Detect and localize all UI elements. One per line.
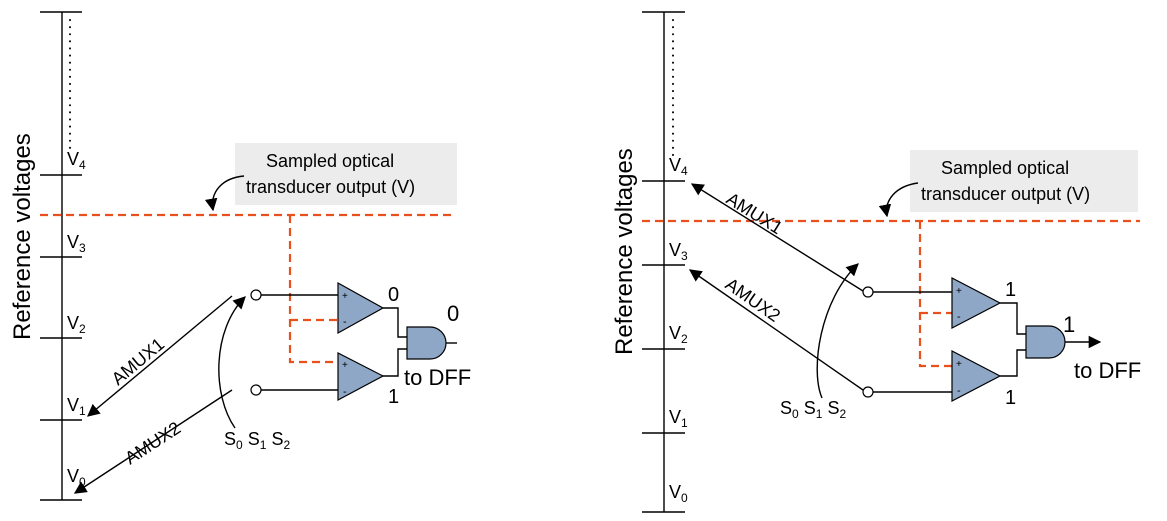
left-comp-bottom-plus: +	[342, 360, 348, 371]
right-gate-output-value: 1	[1063, 312, 1075, 337]
left-callout-line2: transducer output (V)	[246, 177, 415, 197]
left-signal-to-bottom-comp	[288, 215, 338, 364]
right-amux2-arrow	[688, 269, 864, 391]
left-switch-bottom	[250, 384, 262, 396]
left-select-arrow	[218, 296, 246, 429]
left-switch-top	[250, 289, 262, 301]
right-select-arrow	[816, 263, 859, 399]
right-select-labels: S0 S1 S2	[780, 398, 846, 421]
right-signal-to-bottom-comp	[918, 221, 952, 368]
right-diagram: Reference voltages V4 V3 V2 V1 V0 Sample…	[611, 11, 1141, 513]
left-label-v2: V2	[67, 313, 86, 336]
left-callout-box	[235, 143, 457, 205]
left-label-v1: V1	[67, 395, 86, 418]
left-amux1-label: AMUX1	[108, 334, 168, 389]
right-amux2-label: AMUX2	[722, 274, 784, 326]
left-select-labels: S0 S1 S2	[224, 429, 290, 452]
left-and-gate	[406, 326, 447, 360]
right-comp-bottom-plus: +	[956, 359, 962, 370]
right-comparator-bottom	[951, 350, 1002, 402]
right-label-v3: V3	[669, 240, 688, 263]
right-to-dff-label: to DFF	[1074, 358, 1141, 383]
right-axis-label: Reference voltages	[611, 148, 638, 355]
left-label-v4: V4	[67, 149, 86, 172]
right-callout-line1: Sampled optical	[941, 158, 1069, 178]
right-and-gate	[1025, 325, 1066, 359]
left-comparator-top	[337, 281, 385, 335]
right-wire-comp-bottom-to-gate	[1000, 349, 1026, 377]
left-amux2-arrow	[73, 389, 233, 494]
left-callout-pointer	[204, 175, 245, 212]
left-gate-output-value: 0	[447, 301, 459, 326]
right-label-v2: V2	[669, 323, 688, 346]
left-wire-comp-top-to-gate	[383, 307, 407, 338]
left-label-v3: V3	[67, 232, 86, 255]
right-amux1-label: AMUX1	[723, 188, 786, 238]
right-comp-bottom-minus: -	[957, 385, 961, 397]
left-label-v0: V0	[67, 466, 86, 489]
left-comp-bottom-output: 1	[388, 386, 399, 408]
right-comp-top-plus: +	[956, 286, 962, 297]
left-diagram: Reference voltages V4 V3 V2 V1 V0 Sample…	[9, 11, 471, 501]
right-callout-pointer	[878, 182, 919, 218]
left-comp-top-minus: -	[343, 316, 347, 328]
right-callout-box	[910, 150, 1138, 212]
right-label-v4: V4	[669, 155, 688, 178]
left-wire-comp-bottom-to-gate	[383, 348, 407, 377]
right-switch-bottom	[862, 386, 874, 398]
right-label-v1: V1	[669, 407, 688, 430]
left-to-dff-label: to DFF	[404, 365, 471, 390]
left-amux1-arrow	[87, 295, 233, 417]
left-comp-bottom-minus: -	[343, 386, 347, 398]
right-comparator-top	[951, 277, 1002, 329]
right-switch-top	[862, 286, 874, 298]
right-wire-comp-top-to-gate	[1000, 302, 1026, 335]
left-comparator-bottom	[337, 352, 385, 401]
right-comp-top-output: 1	[1005, 279, 1016, 301]
right-comp-bottom-output: 1	[1005, 387, 1016, 409]
left-callout-line1: Sampled optical	[266, 151, 394, 171]
right-label-v0: V0	[669, 482, 688, 505]
left-axis-label: Reference voltages	[9, 133, 36, 340]
left-comp-top-output: 0	[388, 284, 399, 306]
right-amux1-arrow	[690, 183, 864, 292]
right-callout-line2: transducer output (V)	[921, 184, 1090, 204]
right-comp-top-minus: -	[957, 311, 961, 323]
left-comp-top-plus: +	[342, 291, 348, 302]
left-amux2-label: AMUX2	[121, 418, 184, 469]
